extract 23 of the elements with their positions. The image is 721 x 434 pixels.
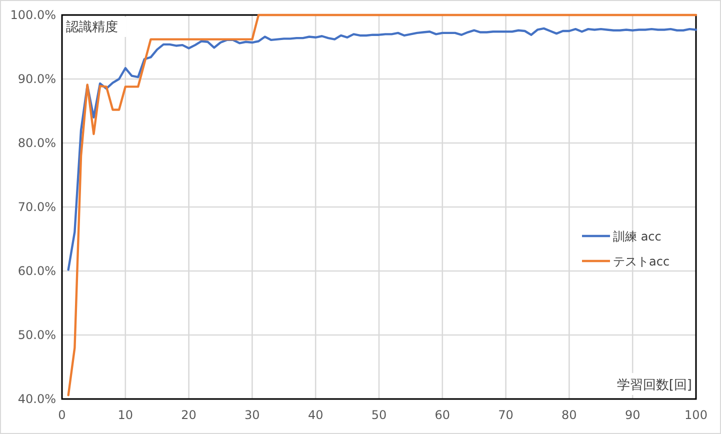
x-tick-label: 10 <box>118 408 134 422</box>
x-tick-label: 80 <box>562 408 577 422</box>
y-tick-label: 50.0% <box>18 328 56 342</box>
x-tick-label: 0 <box>58 408 66 422</box>
x-tick-label: 20 <box>181 408 196 422</box>
x-tick-label: 40 <box>308 408 324 422</box>
y-tick-label: 70.0% <box>18 200 56 214</box>
x-tick-label: 70 <box>498 408 514 422</box>
legend-label: 訓練 acc <box>613 230 662 244</box>
x-axis-title: 学習回数[回] <box>616 378 692 393</box>
x-tick-label: 60 <box>434 408 450 422</box>
y-axis-title: 認識精度 <box>66 19 118 35</box>
x-tick-label: 50 <box>371 408 387 422</box>
legend-label: テストacc <box>613 254 670 268</box>
y-tick-label: 40.0% <box>18 392 56 406</box>
y-tick-label: 100.0% <box>10 8 56 22</box>
y-tick-label: 80.0% <box>18 136 56 150</box>
y-tick-label: 60.0% <box>18 264 56 278</box>
x-tick-label: 100 <box>684 408 708 422</box>
y-tick-label: 90.0% <box>18 72 56 86</box>
x-tick-label: 30 <box>244 408 260 422</box>
line-series <box>67 14 698 396</box>
x-tick-label: 90 <box>624 408 640 422</box>
